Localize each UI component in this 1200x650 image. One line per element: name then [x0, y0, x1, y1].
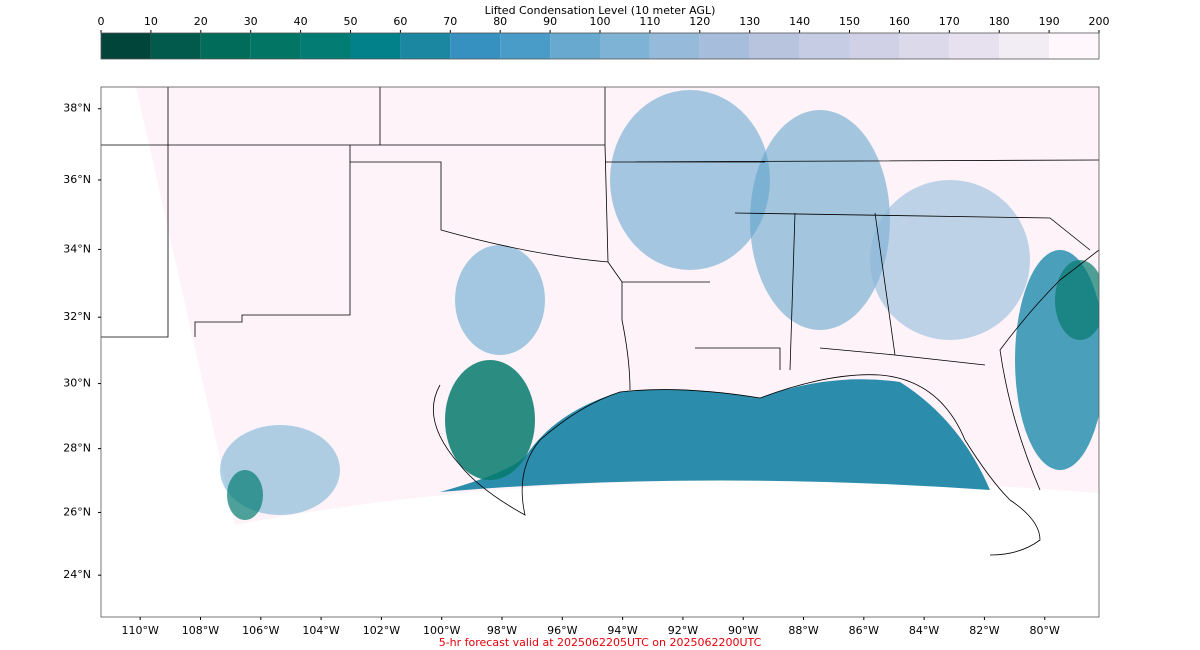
colorbar-tick-label: 130	[739, 15, 760, 28]
colorbar-tick-label: 200	[1089, 15, 1110, 28]
colorbar-cell	[150, 33, 201, 59]
colorbar-tick-label: 170	[939, 15, 960, 28]
colorbar-tick-label: 40	[294, 15, 308, 28]
lat-tick-label: 32°N	[63, 310, 91, 323]
lon-tick-label: 96°W	[547, 624, 577, 637]
lat-tick-label: 30°N	[63, 377, 91, 390]
lon-tick-label: 82°W	[969, 624, 999, 637]
colorbar-cell	[1049, 33, 1099, 59]
lat-tick-label: 24°N	[63, 568, 91, 581]
colorbar-tick-label: 180	[989, 15, 1010, 28]
lon-tick-label: 90°W	[728, 624, 758, 637]
colorbar-cell	[500, 33, 551, 59]
colorbar-cell	[799, 33, 850, 59]
colorbar-cell	[999, 33, 1050, 59]
colorbar-cell	[450, 33, 501, 59]
colorbar: 0 10 20 30 40 50 60 70 80 90 100 110 120 130 140 150 160…	[98, 15, 1110, 59]
colorbar-cell	[899, 33, 950, 59]
lon-tick-label: 108°W	[182, 624, 219, 637]
lat-tick-label: 38°N	[63, 102, 91, 115]
moist-area	[1055, 260, 1099, 340]
lat-tick-label: 36°N	[63, 173, 91, 186]
moist-area	[610, 90, 770, 270]
colorbar-tick-label: 70	[443, 15, 457, 28]
moist-area	[455, 245, 545, 355]
colorbar-tick-label: 120	[689, 15, 710, 28]
colorbar-cell	[849, 33, 900, 59]
coastline	[433, 249, 1099, 556]
map-frame	[100, 86, 1100, 618]
colorbar-cell	[400, 33, 451, 59]
lon-tick-label: 86°W	[849, 624, 879, 637]
moist-area	[750, 110, 890, 330]
colorbar-tick-label: 140	[789, 15, 810, 28]
state-borders	[101, 87, 1099, 391]
colorbar-cell	[300, 33, 351, 59]
lon-tick-label: 84°W	[909, 624, 939, 637]
lat-tick-label: 28°N	[63, 442, 91, 455]
colorbar-cell	[600, 33, 650, 59]
lon-tick-label: 106°W	[242, 624, 279, 637]
colorbar-tick-label: 190	[1039, 15, 1060, 28]
moist-area	[227, 470, 263, 520]
colorbar-tick-label: 10	[144, 15, 158, 28]
lon-tick-label: 102°W	[363, 624, 400, 637]
colorbar-cell	[250, 33, 301, 59]
lat-tick-label: 26°N	[63, 505, 91, 518]
lon-tick-label: 88°W	[788, 624, 818, 637]
colorbar-cell	[699, 33, 750, 59]
colorbar-cell	[749, 33, 800, 59]
lon-tick-label: 98°W	[487, 624, 517, 637]
colorbar-cell	[949, 33, 1000, 59]
colorbar-tick-label: 100	[590, 15, 611, 28]
colorbar-tick-label: 50	[344, 15, 358, 28]
lon-tick-label: 104°W	[302, 624, 339, 637]
colorbar-cell	[350, 33, 401, 59]
colorbar-cell	[200, 33, 251, 59]
colorbar-tick-label: 150	[839, 15, 860, 28]
colorbar-frame	[100, 32, 1100, 60]
lon-tick-label: 110°W	[122, 624, 159, 637]
moist-area	[870, 180, 1030, 340]
colorbar-tick-label: 30	[244, 15, 258, 28]
lat-tick-label: 34°N	[63, 242, 91, 255]
gulf-moisture	[440, 379, 990, 492]
colorbar-tick-label: 80	[493, 15, 507, 28]
colorbar-tick-label: 20	[194, 15, 208, 28]
lon-tick-label: 80°W	[1030, 624, 1060, 637]
lon-tick-label: 92°W	[668, 624, 698, 637]
colorbar-tick-label: 160	[889, 15, 910, 28]
colorbar-tick-label: 90	[543, 15, 557, 28]
moist-area	[445, 360, 535, 480]
colorbar-tick-label: 0	[98, 15, 105, 28]
lon-tick-label: 94°W	[607, 624, 637, 637]
colorbar-cell	[101, 33, 151, 59]
colorbar-title: Lifted Condensation Level (10 meter AGL)	[485, 4, 716, 17]
colorbar-tick-label: 110	[639, 15, 660, 28]
colorbar-cell	[649, 33, 700, 59]
footer-note: 5-hr forecast valid at 2025062205UTC on …	[439, 636, 762, 649]
map-axes: 38°N 36°N 34°N 32°N 30°N 28°N 26°N 24°N 110°W 108…	[63, 102, 1060, 637]
map-field	[101, 87, 1099, 556]
colorbar-cell	[550, 33, 600, 59]
lon-tick-label: 100°W	[423, 624, 460, 637]
colorbar-tick-label: 60	[393, 15, 407, 28]
